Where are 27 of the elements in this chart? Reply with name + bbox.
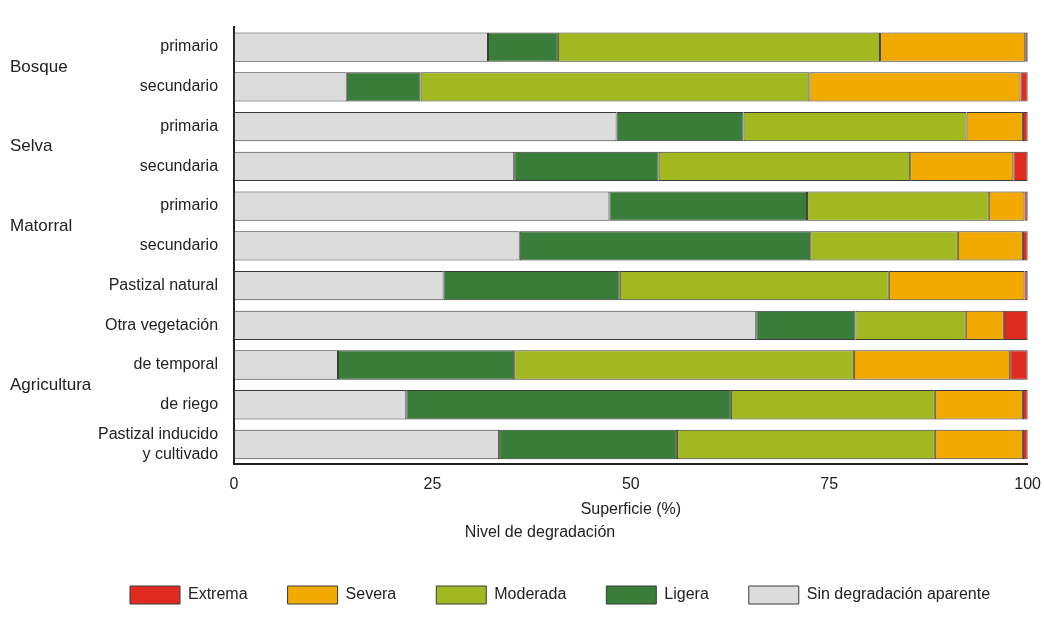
y-tick-label: secundario — [139, 77, 219, 95]
x-tick-label: 75 — [820, 475, 839, 493]
legend-label: Sin degradación aparente — [806, 585, 991, 603]
y-tick-label: Otra vegetación — [105, 315, 219, 333]
legend-title: Nivel de degradación — [464, 523, 616, 541]
y-tick-label: Pastizal natural — [108, 275, 219, 293]
y-tick-label: de temporal — [133, 355, 219, 373]
y-tick-label: primario — [160, 196, 219, 214]
text: Bosque — [10, 56, 68, 76]
legend-label: Moderada — [494, 585, 567, 603]
text: Agricultura — [10, 374, 92, 394]
legend-label: Severa — [345, 585, 397, 603]
y-tick-label: primario — [160, 37, 219, 55]
x-tick-label: 50 — [621, 475, 640, 493]
x-axis-title: Superficie (%) — [580, 499, 682, 517]
x-tick-label: 0 — [229, 475, 239, 493]
legend-label: Extrema — [188, 585, 248, 603]
y-tick-label: primaria — [160, 116, 219, 134]
y-tick-label: secundaria — [139, 156, 219, 174]
text: Selva — [10, 136, 54, 156]
x-tick-label: 100 — [1014, 475, 1042, 493]
y-tick-label: de riego — [160, 395, 219, 413]
y-tick-label: secundario — [139, 236, 219, 254]
legend-label: Ligera — [664, 585, 709, 603]
text: Matorral — [10, 215, 73, 235]
y-tick-label: Pastizal inducido y cultivado — [97, 425, 219, 462]
x-tick-label: 25 — [423, 475, 442, 493]
